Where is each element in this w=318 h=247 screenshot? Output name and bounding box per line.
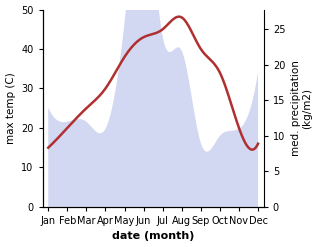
Y-axis label: max temp (C): max temp (C) bbox=[5, 72, 16, 144]
X-axis label: date (month): date (month) bbox=[112, 231, 194, 242]
Y-axis label: med. precipitation
(kg/m2): med. precipitation (kg/m2) bbox=[291, 60, 313, 156]
